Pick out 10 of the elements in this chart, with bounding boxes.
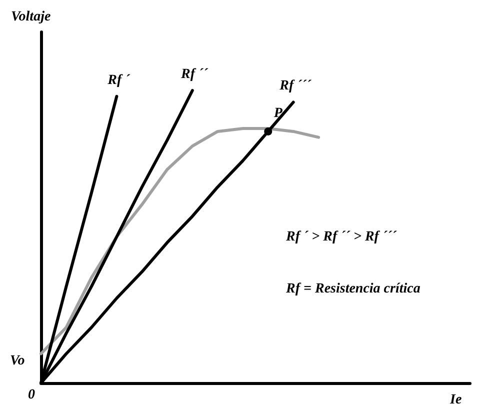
x-axis-title: Ie <box>449 392 462 408</box>
annotation: Rf ´ > Rf ´´ > Rf ´´´ <box>285 230 398 244</box>
series-label: Rf ´ <box>106 72 132 88</box>
annotation: Rf = Resistencia crítica <box>285 282 420 296</box>
text: 0 <box>28 388 35 402</box>
series-label: Rf ´´ <box>180 67 210 82</box>
series-label: Rf ´´´ <box>278 78 312 94</box>
series-label: P <box>274 106 283 121</box>
text: Vo <box>10 354 25 368</box>
y-axis-title: Voltaje <box>11 10 51 24</box>
